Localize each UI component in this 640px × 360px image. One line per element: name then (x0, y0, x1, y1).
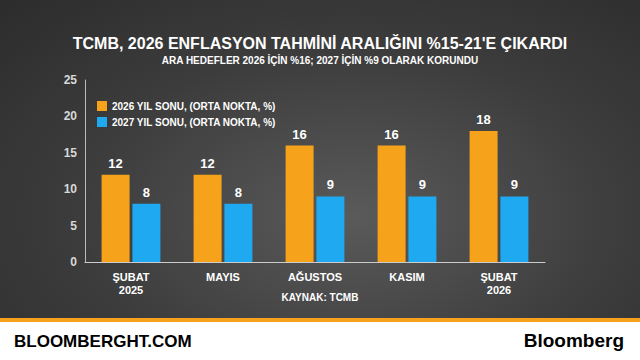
svg-text:ŞUBAT: ŞUBAT (112, 271, 149, 283)
svg-text:ŞUBAT: ŞUBAT (480, 271, 517, 283)
svg-text:16: 16 (384, 127, 398, 142)
svg-text:12: 12 (200, 156, 214, 171)
svg-text:TCMB, 2026 ENFLASYON TAHMİNİ A: TCMB, 2026 ENFLASYON TAHMİNİ ARALIĞINI %… (73, 34, 568, 52)
svg-text:5: 5 (70, 219, 77, 233)
svg-text:8: 8 (143, 185, 150, 200)
svg-text:2026: 2026 (487, 284, 511, 296)
svg-text:KAYNAK: TCMB: KAYNAK: TCMB (282, 292, 359, 303)
svg-text:9: 9 (419, 177, 426, 192)
svg-text:2027 YIL SONU, (ORTA NOKTA, %): 2027 YIL SONU, (ORTA NOKTA, %) (112, 117, 275, 128)
svg-text:20: 20 (64, 109, 78, 123)
svg-text:2025: 2025 (119, 284, 143, 296)
svg-text:9: 9 (327, 177, 334, 192)
html-text:BLOOMBERGHT.COM: BLOOMBERGHT.COM (14, 332, 192, 351)
svg-text:12: 12 (108, 156, 122, 171)
svg-text:8: 8 (235, 185, 242, 200)
svg-text:9: 9 (511, 177, 518, 192)
svg-text:25: 25 (64, 73, 78, 87)
svg-text:16: 16 (292, 127, 306, 142)
svg-text:0: 0 (70, 255, 77, 269)
svg-text:18: 18 (476, 112, 490, 127)
svg-text:MAYIS: MAYIS (206, 271, 240, 283)
html-text:Bloomberg: Bloomberg (523, 330, 624, 351)
svg-text:2026 YIL SONU, (ORTA NOKTA, %): 2026 YIL SONU, (ORTA NOKTA, %) (112, 101, 275, 112)
svg-text:KASIM: KASIM (389, 271, 424, 283)
svg-text:AĞUSTOS: AĞUSTOS (288, 271, 342, 283)
svg-text:ARA HEDEFLER 2026 İÇİN %16; 20: ARA HEDEFLER 2026 İÇİN %16; 2027 İÇİN %9… (162, 54, 478, 66)
svg-text:10: 10 (64, 182, 78, 196)
svg-text:15: 15 (64, 146, 78, 160)
